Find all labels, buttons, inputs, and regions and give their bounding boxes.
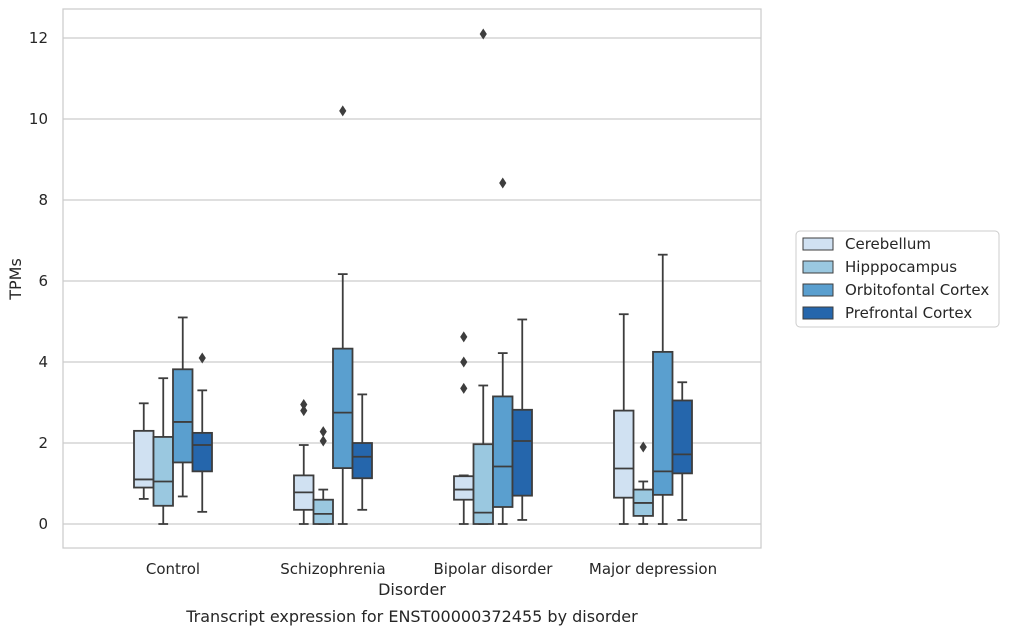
x-tick-label: Control [146, 560, 200, 578]
y-tick-label: 6 [38, 272, 48, 290]
y-axis-label: TPMs [6, 258, 25, 301]
box-body [312, 498, 334, 525]
box-body [332, 347, 354, 470]
y-tick-label: 2 [38, 434, 48, 452]
box-body [191, 431, 213, 473]
legend-swatch [802, 306, 834, 320]
box-2-0 [453, 331, 475, 525]
x-tick-label: Schizophrenia [280, 560, 385, 578]
legend-label: Prefrontal Cortex [845, 304, 972, 322]
outlier-point [479, 28, 487, 40]
box-body [172, 368, 194, 464]
y-tick-label: 0 [38, 515, 48, 533]
legend-label: Orbitofontal Cortex [845, 281, 989, 299]
box-body [351, 442, 373, 480]
box-2-2 [492, 177, 514, 525]
box-0-2 [172, 316, 194, 498]
outlier-point [499, 177, 507, 189]
y-tick-labels: 0 2 4 6 8 10 12 [29, 29, 48, 533]
y-tick-label: 10 [29, 110, 48, 128]
legend-label: Hipppocampus [845, 258, 957, 276]
outlier-point [319, 435, 327, 447]
legend-label: Cerebellum [845, 235, 931, 253]
box-body [453, 475, 475, 501]
x-tick-label: Bipolar disorder [434, 560, 554, 578]
outlier-point [300, 405, 308, 417]
x-tick-label: Major depression [589, 560, 717, 578]
box-1-2 [332, 105, 354, 525]
box-0-0 [133, 402, 155, 500]
box-body [152, 436, 174, 507]
legend-frame [795, 230, 1000, 328]
boxes [133, 28, 693, 525]
outlier-point [339, 105, 347, 117]
box-3-3 [671, 381, 693, 521]
box-2-1 [472, 28, 494, 525]
outlier-point [300, 399, 308, 411]
x-axis-label: Disorder [378, 580, 446, 599]
plot-frame [62, 8, 762, 549]
box-body [492, 395, 514, 508]
y-tick-label: 4 [38, 353, 48, 371]
box-3-0 [613, 313, 635, 525]
box-0-1 [152, 377, 174, 525]
outlier-point [319, 426, 327, 438]
outlier-point [198, 352, 206, 364]
y-tick-label: 12 [29, 29, 48, 47]
outlier-point [460, 382, 468, 394]
box-2-3 [511, 318, 533, 521]
box-1-3 [351, 393, 373, 511]
box-1-1 [312, 426, 334, 525]
box-body [671, 399, 693, 475]
legend: Cerebellum Hipppocampus Orbitofontal Corte… [795, 230, 1000, 328]
outlier-point [639, 441, 647, 453]
outlier-point [460, 356, 468, 368]
x-tick-labels: Control Schizophrenia Bipolar disorder Majo… [146, 560, 717, 578]
y-tick-label: 8 [38, 191, 48, 209]
outlier-point [460, 331, 468, 343]
box-3-2 [652, 253, 674, 525]
box-body [511, 408, 533, 497]
box-body [652, 350, 674, 496]
box-0-3 [191, 352, 213, 513]
legend-swatch [802, 260, 834, 274]
box-body [613, 409, 635, 499]
box-1-0 [293, 399, 315, 525]
box-3-1 [632, 441, 654, 525]
legend-swatch [802, 283, 834, 297]
legend-swatch [802, 237, 834, 251]
chart-caption: Transcript expression for ENST0000037245… [185, 607, 638, 626]
